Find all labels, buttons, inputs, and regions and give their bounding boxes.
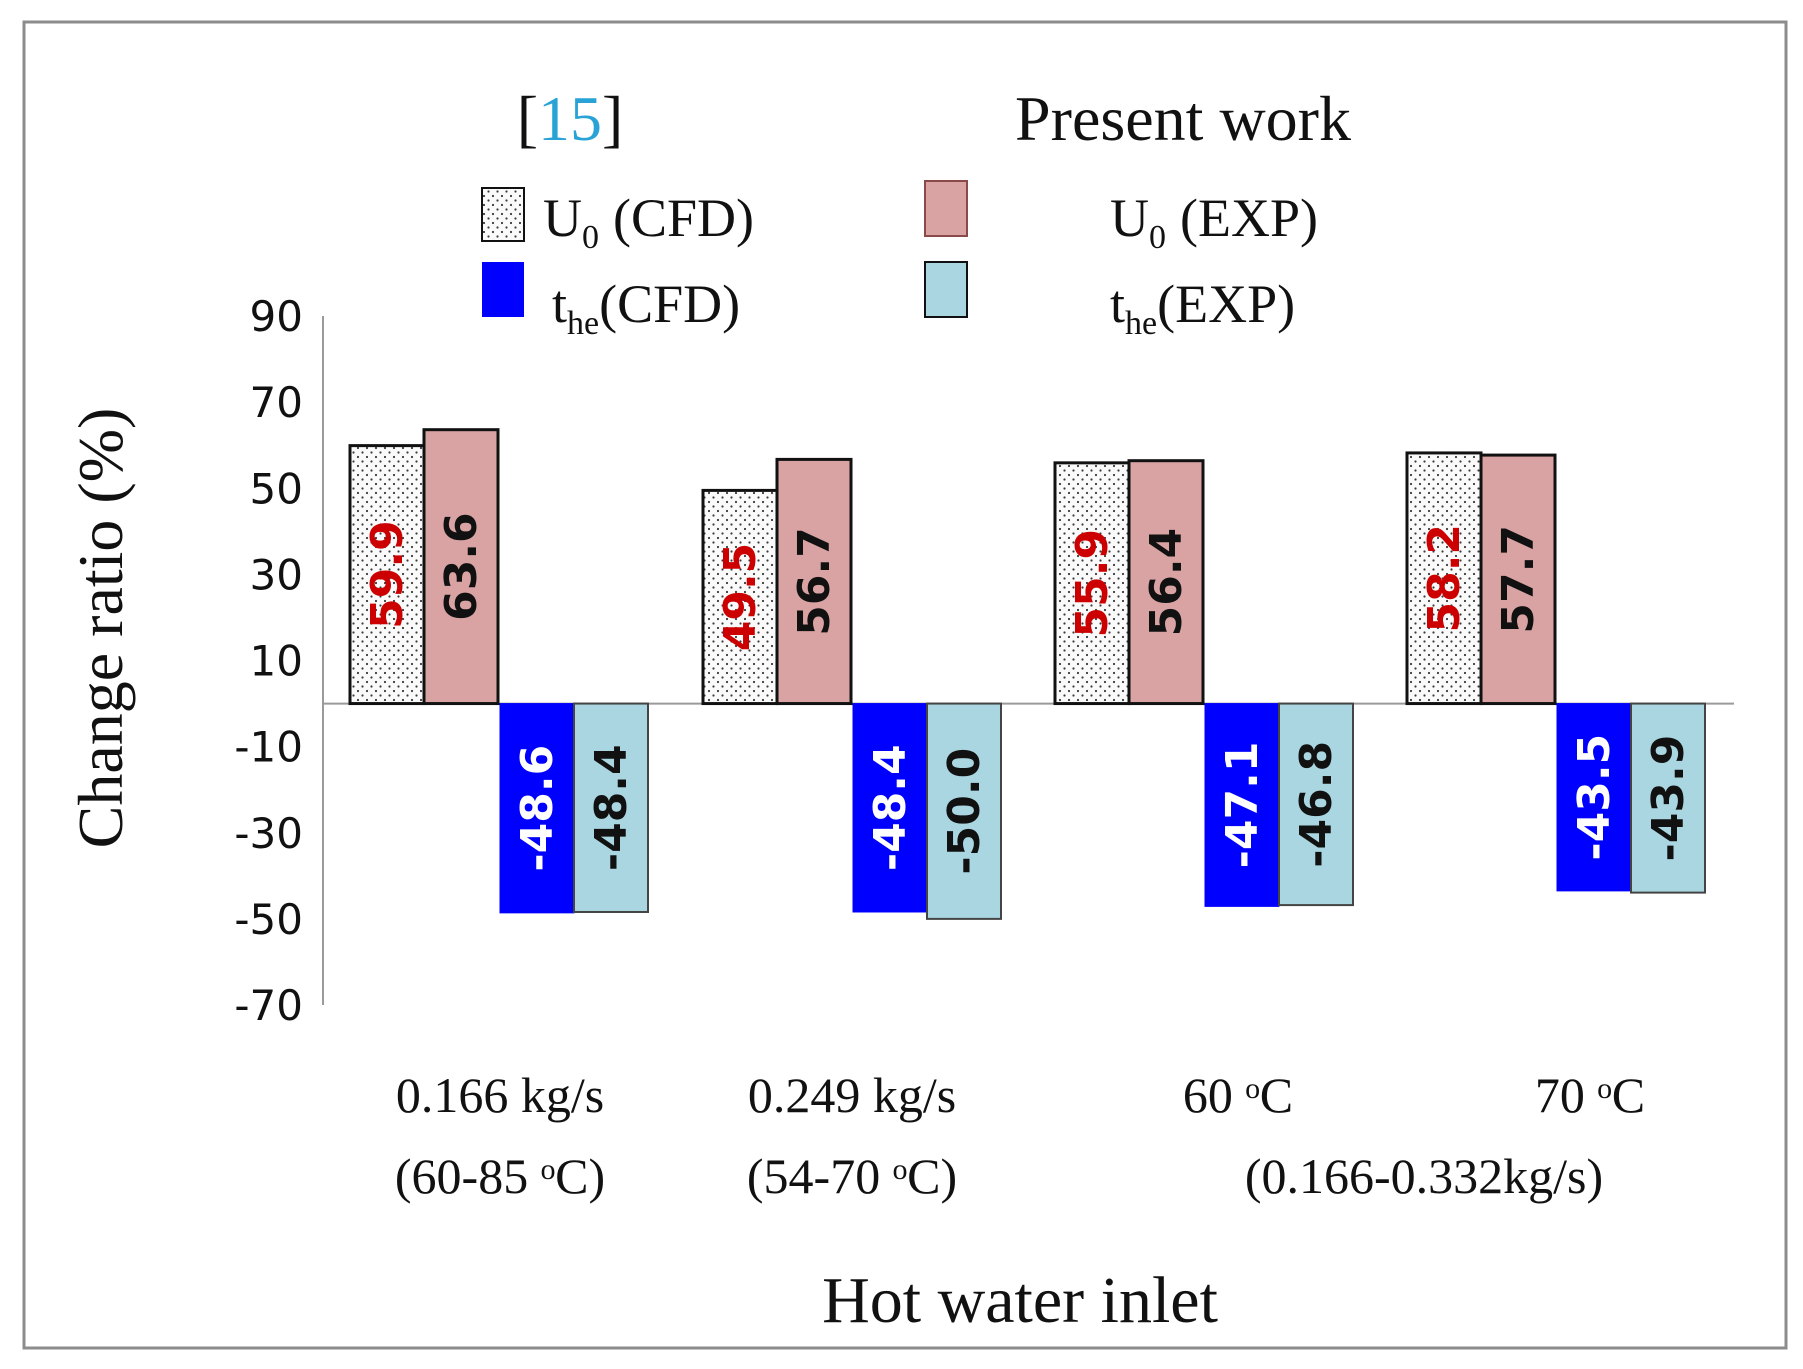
- y-tick-label: 30: [250, 550, 303, 599]
- bar-label-the-exp-4: -43.9: [1643, 735, 1694, 862]
- legend-label-u0-cfd: U0 (CFD): [543, 188, 754, 256]
- bar-label-the-cfd-4: -43.5: [1569, 734, 1620, 861]
- bar-the-cfd-1: [499, 703, 575, 914]
- bar-u0-exp-2: [775, 457, 853, 706]
- y-tick-label: 90: [250, 292, 303, 341]
- category-label-1: 0.166 kg/s: [396, 1067, 604, 1123]
- y-tick-label: -50: [234, 895, 303, 944]
- bar-u0-cfd-2: [701, 488, 779, 706]
- legend-header-ref-open: [: [517, 83, 538, 154]
- bar-label-the-exp-2: -50.0: [939, 748, 990, 875]
- legend-swatch-u0-cfd: [481, 187, 525, 242]
- category-sublabel-1: (60-85 ᵒC): [395, 1148, 605, 1204]
- bar-label-u0-cfd-1: 59.9: [362, 520, 413, 629]
- bar-label-u0-exp-2: 56.7: [789, 527, 840, 636]
- bar-the-exp-4: [1630, 702, 1706, 894]
- bar-u0-exp-3: [1127, 459, 1205, 706]
- bar-value-labels: 59.9 49.5 55.9 58.2 63.6 56.7 56.4 57.7 -48.6 -48…: [362, 512, 1694, 874]
- y-tick-label: 50: [250, 464, 303, 513]
- bar-the-cfd-3: [1204, 703, 1280, 907]
- bar-label-the-exp-1: -48.4: [586, 744, 637, 871]
- bar-label-u0-exp-3: 56.4: [1141, 528, 1192, 637]
- bar-u0-cfd-3: [1053, 461, 1131, 706]
- bar-the-exp-2: [926, 702, 1002, 920]
- bar-u0-exp-1: [422, 428, 500, 706]
- bar-the-cfd-4: [1556, 703, 1632, 892]
- bar-label-u0-cfd-2: 49.5: [715, 543, 766, 652]
- bar-label-u0-exp-1: 63.6: [436, 512, 487, 621]
- category-label-4: 70 ᵒC: [1535, 1067, 1645, 1123]
- y-tick-label: -10: [234, 723, 303, 772]
- legend-header-ref-close: ]: [602, 83, 623, 154]
- bar-label-the-cfd-2: -48.4: [865, 744, 916, 871]
- legend-label-u0-exp: U0 (EXP): [1110, 188, 1318, 256]
- legend-swatch-the-cfd: [482, 262, 524, 317]
- bar-label-the-cfd-3: -47.1: [1217, 742, 1268, 869]
- bar-label-u0-cfd-3: 55.9: [1067, 529, 1118, 638]
- y-tick-label: -30: [234, 809, 303, 858]
- legend-header-ref: [15]: [517, 83, 624, 154]
- bar-u0-exp-4: [1479, 453, 1557, 706]
- bar-label-the-cfd-1: -48.6: [512, 745, 563, 872]
- y-tick-label: 10: [250, 637, 303, 686]
- y-axis-title: Change ratio (%): [65, 408, 136, 849]
- category-label-3: 60 ᵒC: [1183, 1067, 1293, 1123]
- legend-header-present-work: Present work: [1015, 83, 1351, 154]
- y-tick-labels: 90 70 50 30 10 -10 -30 -50 -70: [234, 292, 303, 1030]
- x-axis-title: Hot water inlet: [822, 1264, 1218, 1337]
- category-label-2: 0.249 kg/s: [748, 1067, 956, 1123]
- legend-label-the-exp: the(EXP): [1110, 274, 1295, 342]
- bar-the-exp-1: [573, 702, 649, 913]
- legend-label-the-cfd: the(CFD): [552, 274, 740, 342]
- legend-swatch-u0-exp: [924, 180, 968, 237]
- bar-the-cfd-2: [852, 703, 928, 913]
- y-tick-label: -70: [234, 981, 303, 1030]
- bar-label-u0-cfd-4: 58.2: [1419, 524, 1470, 633]
- legend-swatch-the-exp: [924, 261, 968, 318]
- bar-u0-cfd-4: [1405, 451, 1483, 706]
- bar-group: [348, 428, 1706, 920]
- bar-the-exp-3: [1278, 702, 1354, 907]
- bar-label-u0-exp-4: 57.7: [1493, 525, 1544, 634]
- category-sublabel-2: (54-70 ᵒC): [747, 1148, 957, 1204]
- y-tick-label: 70: [250, 378, 303, 427]
- legend-header-ref-number[interactable]: 15: [538, 83, 602, 154]
- bar-label-the-exp-3: -46.8: [1291, 741, 1342, 868]
- shared-condition-note: (0.166-0.332kg/s): [1245, 1148, 1603, 1204]
